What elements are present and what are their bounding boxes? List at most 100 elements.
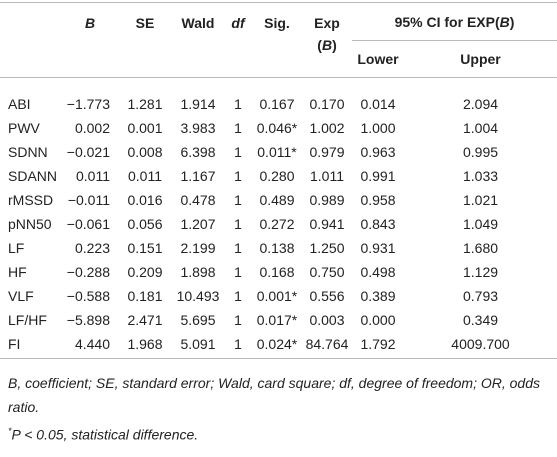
cell: 4.440 <box>62 332 118 359</box>
cell: 0.750 <box>309 264 345 280</box>
cell: 1.250 <box>309 240 345 256</box>
cell: 0.223 <box>74 240 110 256</box>
text-run: Exp ( <box>314 15 340 53</box>
table-row: LF/HF −5.898 2.471 5.695 1 0.017* 0.003 0.000 0.… <box>0 308 557 332</box>
cell: 0.793 <box>462 288 499 304</box>
row-label: rMSSD <box>8 192 54 208</box>
cell: 1 <box>234 96 242 112</box>
cell: 0.556 <box>309 288 345 304</box>
cell: 1.792 <box>352 332 404 359</box>
header-cell: 95% CI for EXP(B) <box>352 2 557 41</box>
table-row: PWV 0.002 0.001 3.983 1 0.046* 1.002 1.000 1.004 <box>0 116 557 140</box>
cell: 4009.700 <box>404 332 557 359</box>
row-label: FI <box>0 332 62 359</box>
cell: 2.471 <box>127 312 163 328</box>
cell: 0.014 <box>360 96 396 112</box>
text-run: Wald <box>181 15 215 31</box>
cell: 0.478 <box>180 192 216 208</box>
row-label: VLF <box>8 288 34 304</box>
cell: 0.941 <box>309 216 345 232</box>
footnote: *P < 0.05, statistical difference. <box>8 419 549 447</box>
cell: 1.033 <box>462 168 499 184</box>
cell: −0.588 <box>66 288 110 304</box>
cell: 0.498 <box>360 264 396 280</box>
text-run: ) <box>332 37 337 53</box>
header-cell: Upper <box>404 40 557 78</box>
cell: 0.209 <box>127 264 163 280</box>
cell: 2.199 <box>180 240 216 256</box>
row-label: pNN50 <box>8 216 52 232</box>
cell: 1.914 <box>180 96 216 112</box>
text-run: B, coefficient; SE, standard error; Wald… <box>8 375 541 415</box>
cell: 0.995 <box>462 144 499 160</box>
header-cell: df <box>224 2 252 78</box>
cell: 1.968 <box>118 332 172 359</box>
cell: 1.021 <box>462 192 499 208</box>
text-run: B <box>321 37 333 53</box>
cell: 1.207 <box>180 216 216 232</box>
cell: 0.017* <box>256 312 298 328</box>
cell: 1.129 <box>462 264 499 280</box>
cell: 2.094 <box>462 96 499 112</box>
table-row: FI 4.440 1.968 5.091 1 0.024* 84.764 1.792 4009.… <box>0 332 557 359</box>
cell: 1 <box>234 192 242 208</box>
cell: 5.091 <box>172 332 224 359</box>
cell: 1 <box>234 120 242 136</box>
row-label: ABI <box>8 96 31 112</box>
cell: 0.003 <box>309 312 345 328</box>
table-row: pNN50 −0.061 0.056 1.207 1 0.272 0.941 0.843 1.0… <box>0 212 557 236</box>
cell: 0.489 <box>259 192 295 208</box>
cell: −5.898 <box>66 312 110 328</box>
table-row: rMSSD −0.011 0.016 0.478 1 0.489 0.989 0.958 1.0… <box>0 188 557 212</box>
cell: 0.181 <box>127 288 163 304</box>
table-body: ABI −1.773 1.281 1.914 1 0.167 0.170 0.014 2.094… <box>0 78 557 359</box>
footnote: B, coefficient; SE, standard error; Wald… <box>8 371 549 419</box>
text-run: ) <box>509 13 515 30</box>
header-cell: Exp (B) <box>302 2 352 78</box>
row-label: SDANN <box>8 168 58 184</box>
header-cell: B <box>62 2 118 78</box>
cell: 1.680 <box>462 240 499 256</box>
text-run: B <box>84 15 96 31</box>
row-label: HF <box>8 264 27 280</box>
cell: 0.272 <box>259 216 295 232</box>
cell: 6.398 <box>180 144 216 160</box>
cell: 0.931 <box>360 240 396 256</box>
cell: 1 <box>234 264 242 280</box>
table-row: SDNN −0.021 0.008 6.398 1 0.011* 0.979 0.963 0.9… <box>0 140 557 164</box>
cell: 0.000 <box>360 312 396 328</box>
row-label: PWV <box>8 120 40 136</box>
cell: 10.493 <box>176 288 220 304</box>
cell: 0.138 <box>259 240 295 256</box>
cell: 1.049 <box>462 216 499 232</box>
header-cell: Sig. <box>252 2 302 78</box>
cell: 1 <box>224 332 252 359</box>
cell: 0.008 <box>127 144 163 160</box>
cell: 0.991 <box>360 168 396 184</box>
cell: 0.979 <box>309 144 345 160</box>
cell: −0.011 <box>67 192 110 208</box>
cell: 5.695 <box>180 312 216 328</box>
cell: 0.349 <box>462 312 499 328</box>
cell: −0.288 <box>66 264 110 280</box>
header-cell: Lower <box>352 40 404 78</box>
cell: 0.151 <box>127 240 163 256</box>
header-row: Lower Upper <box>0 40 557 78</box>
text-run: df <box>231 15 245 31</box>
cell: 1 <box>234 312 242 328</box>
cell: 0.016 <box>127 192 163 208</box>
cell: 1.898 <box>180 264 216 280</box>
table-header: B SE Wald df Sig. Exp (B) 95% CI for EXP(B) Low… <box>0 2 557 78</box>
cell: −1.773 <box>66 96 110 112</box>
cell: 1.167 <box>180 168 216 184</box>
cell: 1.281 <box>127 96 163 112</box>
text-run: B <box>499 13 510 30</box>
cell: 0.011* <box>257 144 297 160</box>
table-row: LF 0.223 0.151 2.199 1 0.138 1.250 0.931 1.680 <box>0 236 557 260</box>
header-cell <box>0 2 62 78</box>
cell: 0.280 <box>259 168 295 184</box>
text-run: P < 0.05, statistical difference. <box>11 426 199 443</box>
cell: 0.963 <box>360 144 396 160</box>
cell: 0.167 <box>259 96 295 112</box>
